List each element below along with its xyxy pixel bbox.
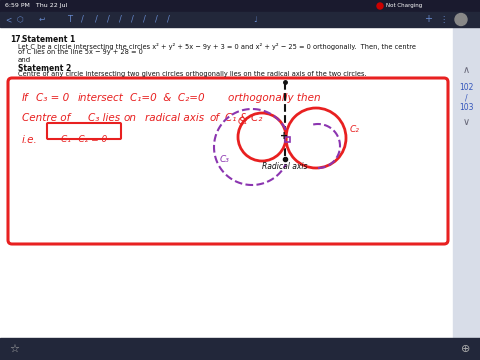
Text: ⬡: ⬡ — [17, 15, 24, 24]
Text: i.e.: i.e. — [22, 135, 38, 145]
Text: <: < — [5, 15, 11, 24]
Circle shape — [455, 13, 467, 26]
Text: on: on — [124, 113, 137, 123]
Text: If: If — [22, 93, 29, 103]
Text: Radical axis: Radical axis — [262, 162, 308, 171]
Text: ⋮: ⋮ — [439, 15, 447, 24]
Text: /: / — [131, 15, 133, 24]
FancyBboxPatch shape — [47, 123, 121, 139]
Text: C₁−C₂ = 0: C₁−C₂ = 0 — [61, 135, 107, 144]
Text: radical axis: radical axis — [145, 113, 204, 123]
Text: and: and — [18, 57, 31, 63]
Text: /: / — [95, 15, 97, 24]
Circle shape — [377, 3, 383, 9]
Text: intersect: intersect — [78, 93, 124, 103]
Text: 102: 102 — [459, 84, 473, 93]
Text: of C lies on the line 5x − 9y + 28 = 0: of C lies on the line 5x − 9y + 28 = 0 — [18, 49, 143, 55]
Text: C₁ & C₂: C₁ & C₂ — [225, 113, 263, 123]
Text: ∧: ∧ — [462, 65, 469, 75]
Text: /: / — [119, 15, 121, 24]
Text: of: of — [210, 113, 220, 123]
Text: ♩: ♩ — [253, 15, 257, 24]
Text: T: T — [68, 15, 72, 24]
Text: C₃ lies: C₃ lies — [88, 113, 120, 123]
Text: Statement 1: Statement 1 — [22, 35, 75, 44]
Bar — [0, 0, 480, 12]
Text: /: / — [143, 15, 145, 24]
Text: ↩: ↩ — [39, 15, 45, 24]
Text: Statement 2: Statement 2 — [18, 64, 71, 73]
Text: C₃ = 0: C₃ = 0 — [36, 93, 69, 103]
Text: C₂: C₂ — [350, 126, 360, 135]
Text: C₁: C₁ — [238, 117, 248, 126]
Text: /: / — [465, 94, 468, 103]
Text: /: / — [81, 15, 84, 24]
Text: 103: 103 — [459, 104, 473, 112]
Bar — [0, 12, 480, 27]
Text: ∨: ∨ — [462, 117, 469, 127]
Bar — [453, 27, 480, 338]
Text: ☆: ☆ — [9, 344, 19, 354]
Text: ⊕: ⊕ — [461, 344, 471, 354]
Text: /: / — [155, 15, 157, 24]
Bar — [0, 338, 480, 360]
Text: C₁=0  &  C₂=0: C₁=0 & C₂=0 — [130, 93, 204, 103]
Text: Not Charging: Not Charging — [386, 4, 422, 9]
Text: 17.: 17. — [10, 35, 24, 44]
Text: +: + — [280, 131, 288, 141]
Text: /: / — [167, 15, 169, 24]
Text: Centre of any circle intersecting two given circles orthogonally lies on the rad: Centre of any circle intersecting two gi… — [18, 71, 367, 77]
Text: Centre of: Centre of — [22, 113, 70, 123]
Text: Let C be a circle intersecting the circles x² + y² + 5x − 9y + 3 = 0 and x² + y²: Let C be a circle intersecting the circl… — [18, 43, 416, 50]
Text: orthogonally then: orthogonally then — [228, 93, 321, 103]
FancyBboxPatch shape — [8, 78, 448, 244]
Text: /: / — [107, 15, 109, 24]
Text: C₃: C₃ — [220, 156, 230, 165]
Text: +: + — [424, 14, 432, 24]
Text: 6:59 PM   Thu 22 Jul: 6:59 PM Thu 22 Jul — [5, 4, 67, 9]
